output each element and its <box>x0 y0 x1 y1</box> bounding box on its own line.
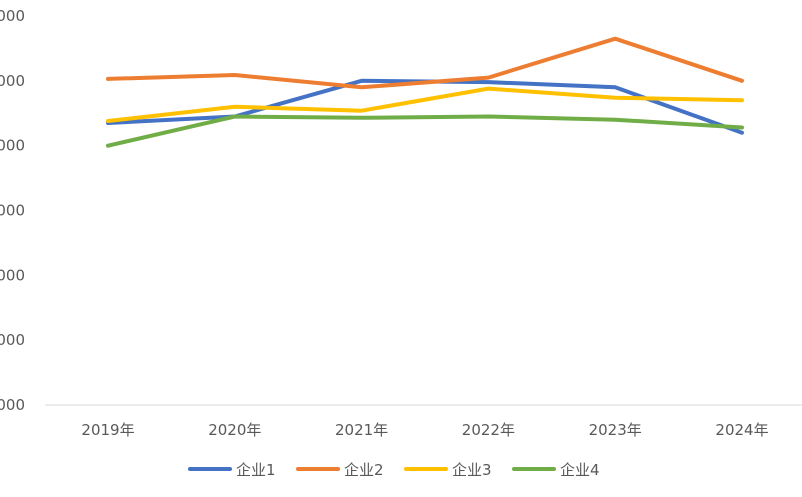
legend-label: 企业1 <box>236 461 276 479</box>
legend-item-4: 企业4 <box>512 461 600 479</box>
y-tick-label: 000 <box>0 396 25 414</box>
legend-item-3: 企业3 <box>404 461 492 479</box>
series-line-4 <box>106 114 744 148</box>
x-tick-label: 2019年 <box>81 421 134 439</box>
x-tick-label: 2024年 <box>715 421 768 439</box>
series-line-2 <box>106 36 744 90</box>
legend-label: 企业4 <box>560 461 600 479</box>
y-tick-label: 000 <box>0 331 25 349</box>
series-lines <box>106 36 744 148</box>
x-tick-label: 2020年 <box>208 421 261 439</box>
y-tick-label: 000 <box>0 7 25 25</box>
legend-item-1: 企业1 <box>188 461 276 479</box>
x-tick-label: 2023年 <box>589 421 642 439</box>
legend: 企业1 企业2 企业3 企业4 <box>188 461 600 479</box>
legend-item-2: 企业2 <box>296 461 384 479</box>
legend-label: 企业3 <box>452 461 492 479</box>
y-tick-label: 000 <box>0 202 25 220</box>
y-axis-ticks: 000 000 000 000 000 000 000 <box>0 7 25 414</box>
y-tick-label: 000 <box>0 137 25 155</box>
x-tick-label: 2022年 <box>462 421 515 439</box>
series-line-3 <box>106 86 744 123</box>
x-axis-ticks: 2019年 2020年 2021年 2022年 2023年 2024年 <box>81 421 768 439</box>
y-tick-label: 000 <box>0 72 25 90</box>
x-tick-label: 2021年 <box>335 421 388 439</box>
legend-label: 企业2 <box>344 461 384 479</box>
y-tick-label: 000 <box>0 266 25 284</box>
